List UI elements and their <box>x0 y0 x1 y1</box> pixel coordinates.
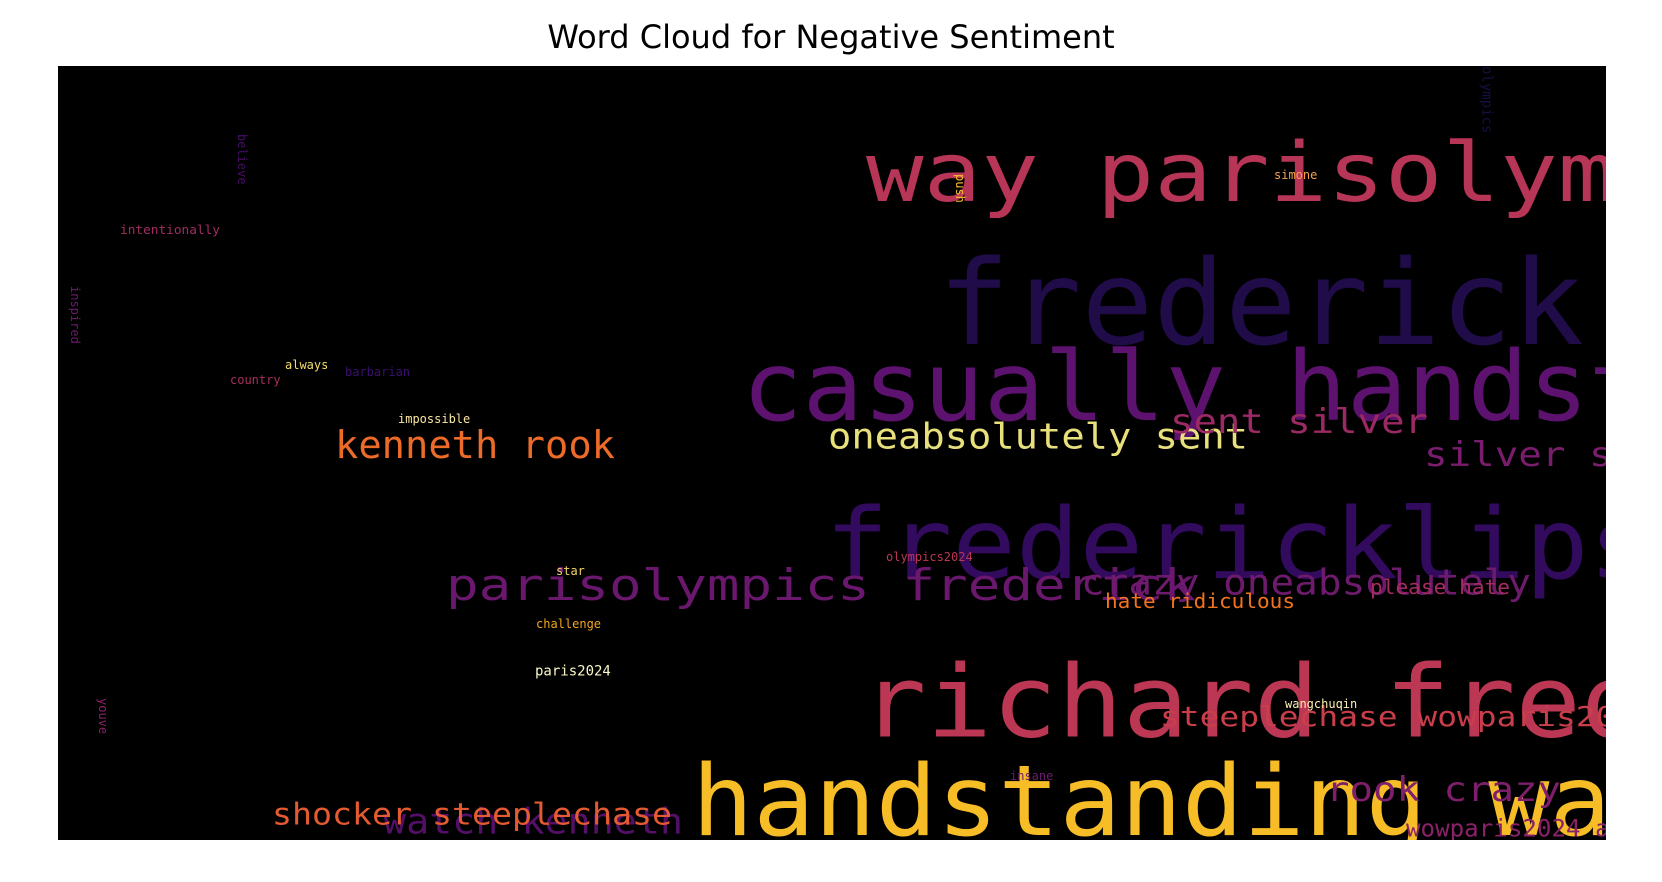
word-insane: insane <box>1010 769 1053 783</box>
word-kenneth-rook: kenneth rook <box>335 423 615 467</box>
word-parisolympics-frederick: parisolympics frederick <box>446 560 1196 611</box>
word-challenge: challenge <box>536 617 601 631</box>
word-olympics2024: olympics2024 <box>886 550 973 564</box>
word-steeplechase-wowparis2024: steeplechase wowparis2024 <box>1160 700 1606 733</box>
word-believe: believe <box>235 134 249 185</box>
word-silver-shocker: silver shocker <box>1424 435 1606 475</box>
word-frederick-richard: frederick richard <box>938 234 1606 372</box>
word-shocker-steeplechase: shocker steeplechase <box>272 798 672 833</box>
word-casually-handstanding: casually handstanding <box>742 331 1606 443</box>
word-cloud-svg: frederick richard richard frederickflips f… <box>58 66 1606 840</box>
word-rook-crazy: rook crazy <box>1326 770 1561 810</box>
word-cloud-panel: frederick richard richard frederickflips f… <box>58 66 1606 840</box>
chart-title: Word Cloud for Negative Sentiment <box>547 18 1115 56</box>
word-inspired: inspired <box>68 286 82 344</box>
word-hate-ridiculous: hate ridiculous <box>1105 589 1295 613</box>
word-fredericklips-casually: fredericklips casually <box>825 488 1606 602</box>
word-way-parisolympics: way parisolympics <box>866 126 1606 221</box>
word-richard-frederickflips: richard frederickflips <box>861 643 1606 760</box>
word-crazy-oneabsolutely: crazy oneabsolutely <box>1081 563 1531 604</box>
word-paris2024: paris2024 <box>535 664 611 680</box>
word-cloud-words: frederick richard richard frederickflips f… <box>68 66 1606 840</box>
word-always: always <box>285 358 328 372</box>
word-wangchuqin: wangchuqin <box>1285 697 1357 711</box>
word-olympics: olympics <box>1478 66 1494 133</box>
word-star: star <box>556 564 585 578</box>
word-wowparis2024-athletics: wowparis2024 athletics <box>1406 815 1606 840</box>
word-oneabsolutely-sent: oneabsolutely sent <box>828 417 1248 458</box>
word-barbarian: barbarian <box>345 365 410 379</box>
word-country: country <box>230 373 281 387</box>
word-simone: simone <box>1274 168 1317 182</box>
word-watch-kenneth: watch kenneth <box>383 802 683 840</box>
word-please-hate: please hate <box>1370 575 1510 599</box>
word-sent-silver: sent silver <box>1170 402 1428 442</box>
word-push: push <box>953 174 967 203</box>
word-handstanding-way: handstanding way <box>692 745 1606 840</box>
word-youve: youve <box>96 698 110 734</box>
word-intentionally: intentionally <box>120 223 220 237</box>
word-cloud-background <box>58 66 1606 840</box>
word-impossible: impossible <box>398 412 470 426</box>
